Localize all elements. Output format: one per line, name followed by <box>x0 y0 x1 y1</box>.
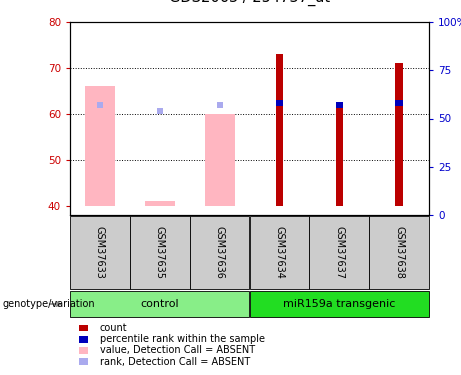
FancyBboxPatch shape <box>309 216 369 289</box>
FancyBboxPatch shape <box>130 216 189 289</box>
Bar <box>145 201 175 206</box>
Bar <box>396 100 402 106</box>
Text: control: control <box>141 299 179 309</box>
FancyBboxPatch shape <box>369 216 429 289</box>
Text: GSM37634: GSM37634 <box>274 226 284 279</box>
Bar <box>276 100 283 106</box>
FancyBboxPatch shape <box>190 216 249 289</box>
Text: GSM37635: GSM37635 <box>155 226 165 279</box>
FancyBboxPatch shape <box>70 291 249 316</box>
Bar <box>205 114 235 206</box>
Bar <box>396 63 402 206</box>
Bar <box>276 54 283 206</box>
Text: GSM37633: GSM37633 <box>95 226 105 279</box>
Text: rank, Detection Call = ABSENT: rank, Detection Call = ABSENT <box>100 357 250 367</box>
Text: percentile rank within the sample: percentile rank within the sample <box>100 334 265 344</box>
FancyBboxPatch shape <box>249 291 429 316</box>
Text: miR159a transgenic: miR159a transgenic <box>283 299 396 309</box>
Bar <box>336 102 343 108</box>
Text: GDS2063 / 254737_at: GDS2063 / 254737_at <box>169 0 330 6</box>
Bar <box>85 86 115 206</box>
FancyBboxPatch shape <box>249 216 309 289</box>
Text: genotype/variation: genotype/variation <box>2 299 95 309</box>
Text: count: count <box>100 323 128 333</box>
FancyBboxPatch shape <box>70 216 130 289</box>
Text: value, Detection Call = ABSENT: value, Detection Call = ABSENT <box>100 345 255 355</box>
Text: GSM37637: GSM37637 <box>334 226 344 279</box>
Bar <box>336 105 343 206</box>
Text: GSM37636: GSM37636 <box>214 226 225 279</box>
Text: GSM37638: GSM37638 <box>394 226 404 279</box>
